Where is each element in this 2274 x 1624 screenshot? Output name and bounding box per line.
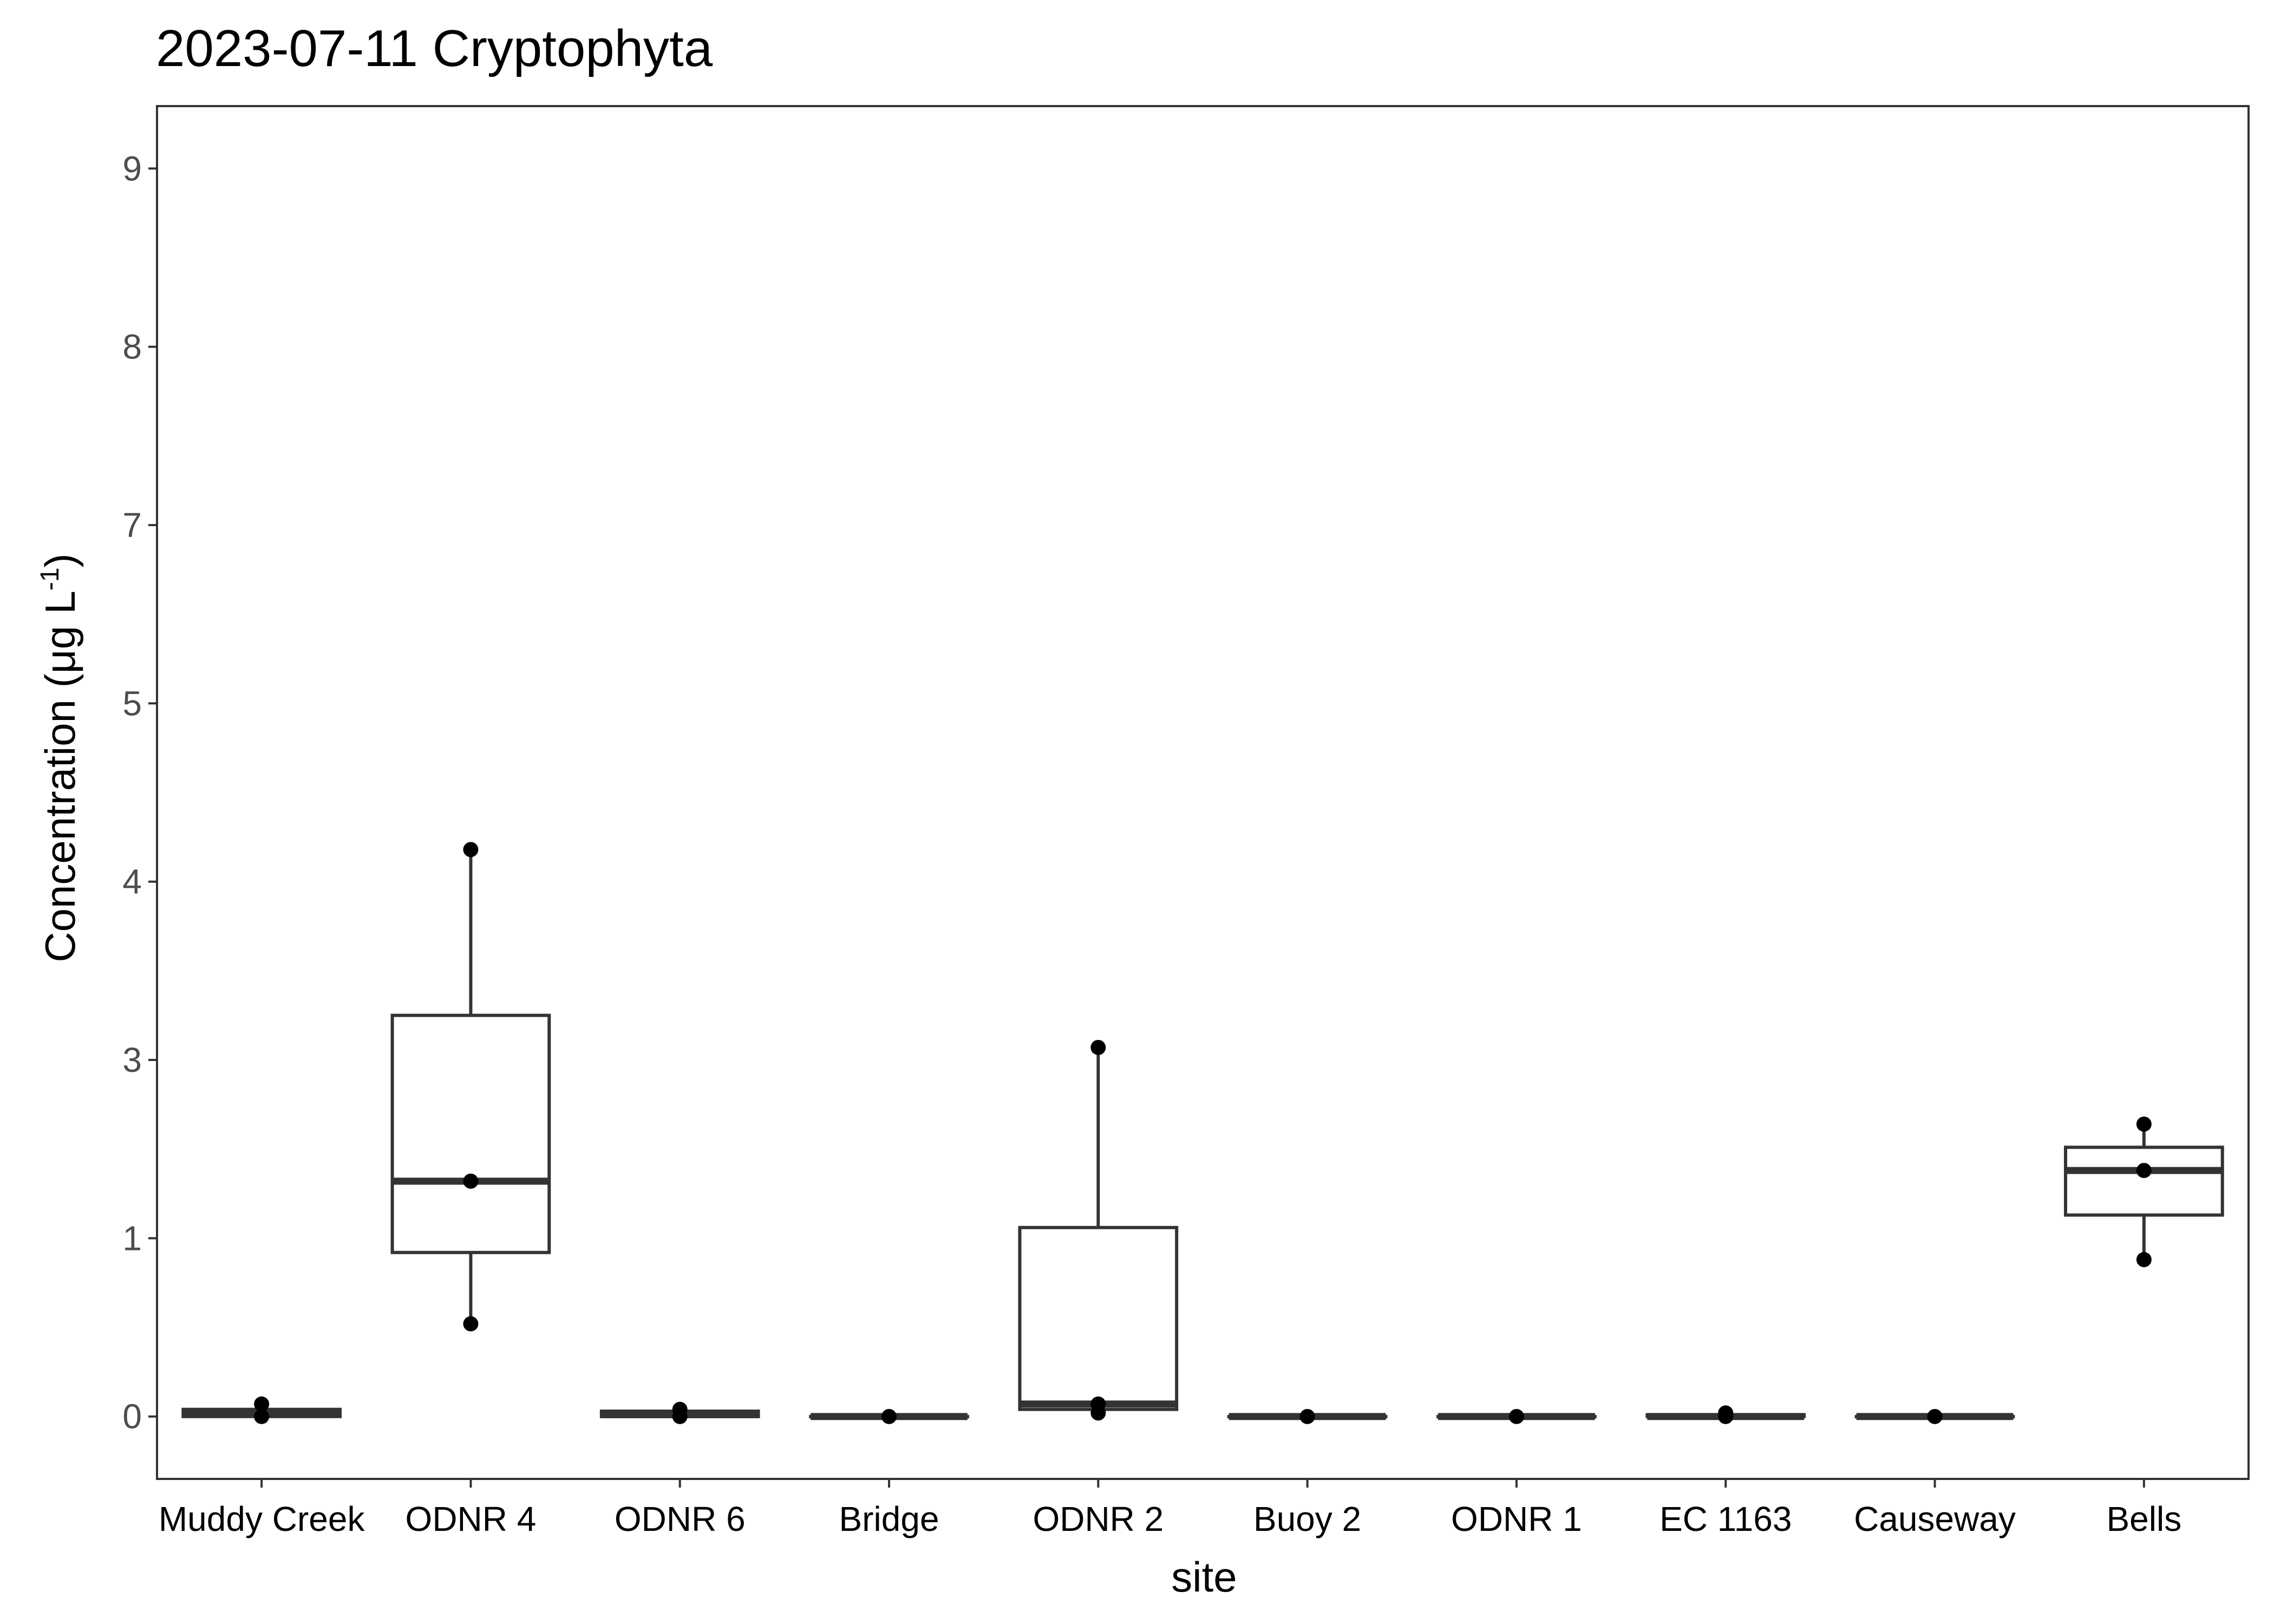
chart-title: 2023-07-11 Cryptophyta <box>156 19 713 77</box>
data-point <box>1508 1409 1524 1424</box>
box-group <box>1227 1409 1388 1424</box>
box-group <box>1436 1409 1597 1424</box>
data-point <box>1299 1409 1315 1424</box>
y-axis: 0 1 3 4 5 7 8 9 <box>122 149 157 1436</box>
x-tick-label: ODNR 1 <box>1451 1499 1582 1538</box>
data-point <box>2136 1163 2152 1178</box>
data-point <box>254 1409 270 1424</box>
box <box>2063 1145 2224 1217</box>
x-axis: Muddy Creek ODNR 4 ODNR 6 Bridge ODNR 2 Buoy … <box>159 1479 2181 1538</box>
y-axis-title: Concentration (μg L-1) <box>36 553 84 962</box>
y-tick-label: 5 <box>122 684 142 723</box>
x-tick-label: Bridge <box>839 1499 939 1538</box>
data-point <box>463 1173 479 1189</box>
y-tick-label: 9 <box>122 149 142 188</box>
boxes <box>181 842 2224 1424</box>
box-group <box>1854 1409 2015 1424</box>
box-group <box>599 1402 760 1424</box>
box-group <box>181 1396 342 1424</box>
x-tick-label: Causeway <box>1854 1499 2016 1538</box>
y-axis-title-close: ) <box>36 553 84 567</box>
data-point <box>1927 1409 1943 1424</box>
x-tick-label: ODNR 6 <box>615 1499 746 1538</box>
data-point <box>463 842 479 857</box>
data-point <box>1090 1039 1106 1055</box>
box-group <box>1645 1405 1806 1424</box>
box-group <box>390 842 551 1332</box>
data-point <box>672 1409 688 1424</box>
y-tick-label: 7 <box>122 506 142 545</box>
x-tick-label: Muddy Creek <box>159 1499 365 1538</box>
data-point <box>2136 1252 2152 1267</box>
data-point <box>1090 1405 1106 1421</box>
box-group <box>1018 1039 1179 1421</box>
panel-border <box>156 105 2250 1480</box>
x-tick-label: Buoy 2 <box>1253 1499 1361 1538</box>
x-tick-label: Bells <box>2106 1499 2181 1538</box>
data-point <box>1718 1409 1734 1424</box>
y-tick-label: 8 <box>122 328 142 366</box>
data-point <box>463 1316 479 1332</box>
box-group <box>2063 1116 2224 1267</box>
x-tick-label: ODNR 2 <box>1033 1499 1164 1538</box>
y-tick-label: 4 <box>122 862 142 901</box>
plot-area: 0 1 3 4 5 7 8 9 Muddy Creek ODNR 4 ODNR 6 Bridge OD… <box>122 105 2250 1538</box>
y-tick-label: 3 <box>122 1040 142 1079</box>
x-tick-label: EC 1163 <box>1659 1499 1792 1538</box>
y-axis-title-superscript: -1 <box>36 567 64 591</box>
data-point <box>881 1409 897 1424</box>
data-point <box>2136 1116 2152 1132</box>
x-tick-label: ODNR 4 <box>406 1499 537 1538</box>
box <box>1018 1226 1179 1411</box>
y-axis-title-main: Concentration (μg L <box>36 591 84 962</box>
x-axis-title: site <box>1171 1553 1237 1601</box>
y-tick-label: 0 <box>122 1397 142 1436</box>
data-point <box>254 1396 270 1412</box>
box <box>390 1013 551 1254</box>
box-group <box>809 1409 969 1424</box>
y-tick-label: 1 <box>122 1219 142 1258</box>
